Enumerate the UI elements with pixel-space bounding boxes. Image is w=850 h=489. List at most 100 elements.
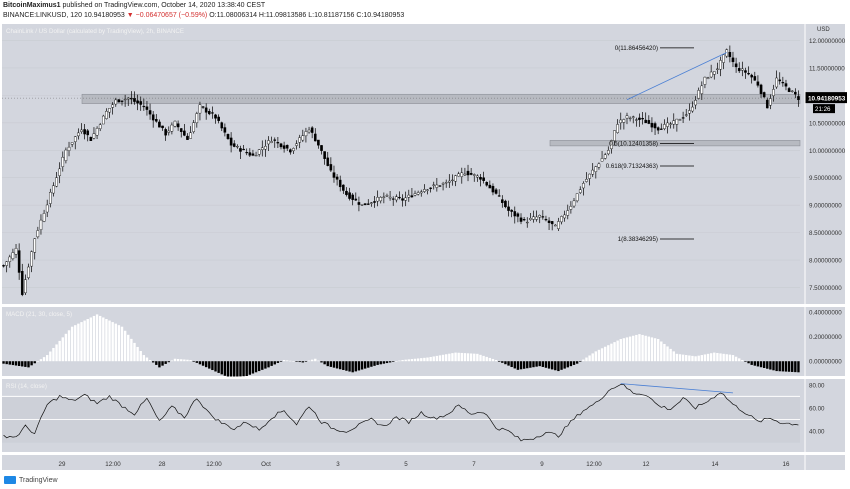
macd-histogram-bar [314,358,317,362]
candle-body [5,261,8,266]
candle-body [92,133,96,139]
candle-body [772,89,775,96]
macd-histogram-bar [195,361,199,363]
candle-body [136,100,139,104]
candle-body [401,198,404,201]
macd-histogram-bar [198,361,202,365]
candle-body [712,71,716,75]
candle-body [706,77,710,79]
candle-body [304,131,308,137]
macd-histogram-bar [526,361,529,369]
macd-histogram-bar [416,358,420,362]
price-tick-label: 12.00000000 [809,38,846,45]
candle-body [635,119,638,121]
macd-histogram-bar [429,356,432,362]
candle-body [292,148,295,152]
macd-histogram-bar [488,357,492,362]
macd-histogram-bar [569,361,573,367]
macd-histogram-bar [666,346,669,362]
candle-body [264,146,267,150]
candle-body [691,106,694,112]
macd-histogram-bar [49,351,52,362]
macd-histogram-bar [204,361,208,368]
candle-body [600,158,604,162]
macd-histogram-bar [784,361,788,372]
rsi-tick-label: 40.00 [809,429,825,436]
macd-histogram-bar [681,354,685,362]
candle-body [491,185,495,193]
rsi-trendline [620,383,734,394]
candle-body [108,108,111,113]
macd-histogram-bar [491,358,495,362]
macd-histogram-bar [220,361,223,375]
candle-body [133,98,136,102]
countdown-badge [813,104,835,114]
macd-histogram-bar [301,361,305,363]
macd-histogram-bar [108,320,111,362]
tradingview-footer[interactable]: TradingView [4,476,58,484]
macd-pane: MACD (21, 30, close, 5) [2,311,800,378]
time-tick-label: 9 [540,461,544,468]
macd-histogram-bar [750,361,753,365]
macd-tick-label: 0.20000000 [809,334,842,341]
candle-body [466,170,470,176]
candle-body [254,155,258,157]
candle-body [395,196,398,201]
price-tick-label: 9.00000000 [809,203,842,210]
macd-legend: MACD (21, 30, close, 5) [6,311,72,318]
macd-histogram-bar [622,338,626,362]
candle-body [432,184,436,186]
candle-body [342,184,345,191]
macd-histogram-bar [532,361,535,368]
macd-histogram-bar [245,361,248,376]
time-tick-label: 3 [336,461,340,468]
candle-body [11,252,15,259]
support-resistance-zone [81,93,801,104]
author-name[interactable]: BitcoinMaximus1 [3,2,61,9]
macd-histogram-bar [579,361,582,362]
macd-histogram-bar [544,361,548,368]
candle-body [310,127,314,133]
macd-histogram-bar [21,361,24,367]
macd-histogram-bar [482,355,485,362]
candle-body [541,216,545,218]
macd-histogram-bar [161,361,164,366]
macd-histogram-bar [83,320,86,362]
macd-histogram-bar [395,361,398,362]
macd-histogram-bar [61,337,64,362]
candle-body [220,122,224,129]
macd-histogram-bar [95,314,99,362]
candle-body [759,84,763,95]
candle-body [2,265,5,267]
macd-histogram-bar [295,361,298,362]
macd-histogram-bar [360,361,364,370]
macd-histogram-bar [463,353,467,362]
macd-histogram-bar [55,344,58,362]
macd-tick-label: 0.00000000 [809,359,842,366]
candle-body [376,197,379,202]
candle-body [345,190,348,195]
macd-histogram-bar [80,322,83,362]
macd-histogram-bar [370,361,373,367]
macd-histogram-bar [102,317,105,362]
macd-histogram-bar [663,343,666,362]
macd-histogram-bar [208,361,211,369]
macd-histogram-bar [332,361,336,368]
macd-histogram-bar [248,361,252,375]
macd-histogram-bar [756,361,760,367]
candle-body [239,148,242,152]
candle-body [494,189,498,194]
candle-body [329,164,333,171]
macd-histogram-bar [5,361,8,365]
macd-histogram-bar [697,355,700,362]
candle-body [703,76,707,85]
candle-body [575,193,579,202]
candle-body [613,130,616,141]
candle-body [77,132,80,137]
macd-histogram-bar [469,353,473,362]
candle-body [354,198,358,201]
candle-body [790,90,794,92]
macd-histogram-bar [516,361,520,370]
candle-body [638,117,641,120]
